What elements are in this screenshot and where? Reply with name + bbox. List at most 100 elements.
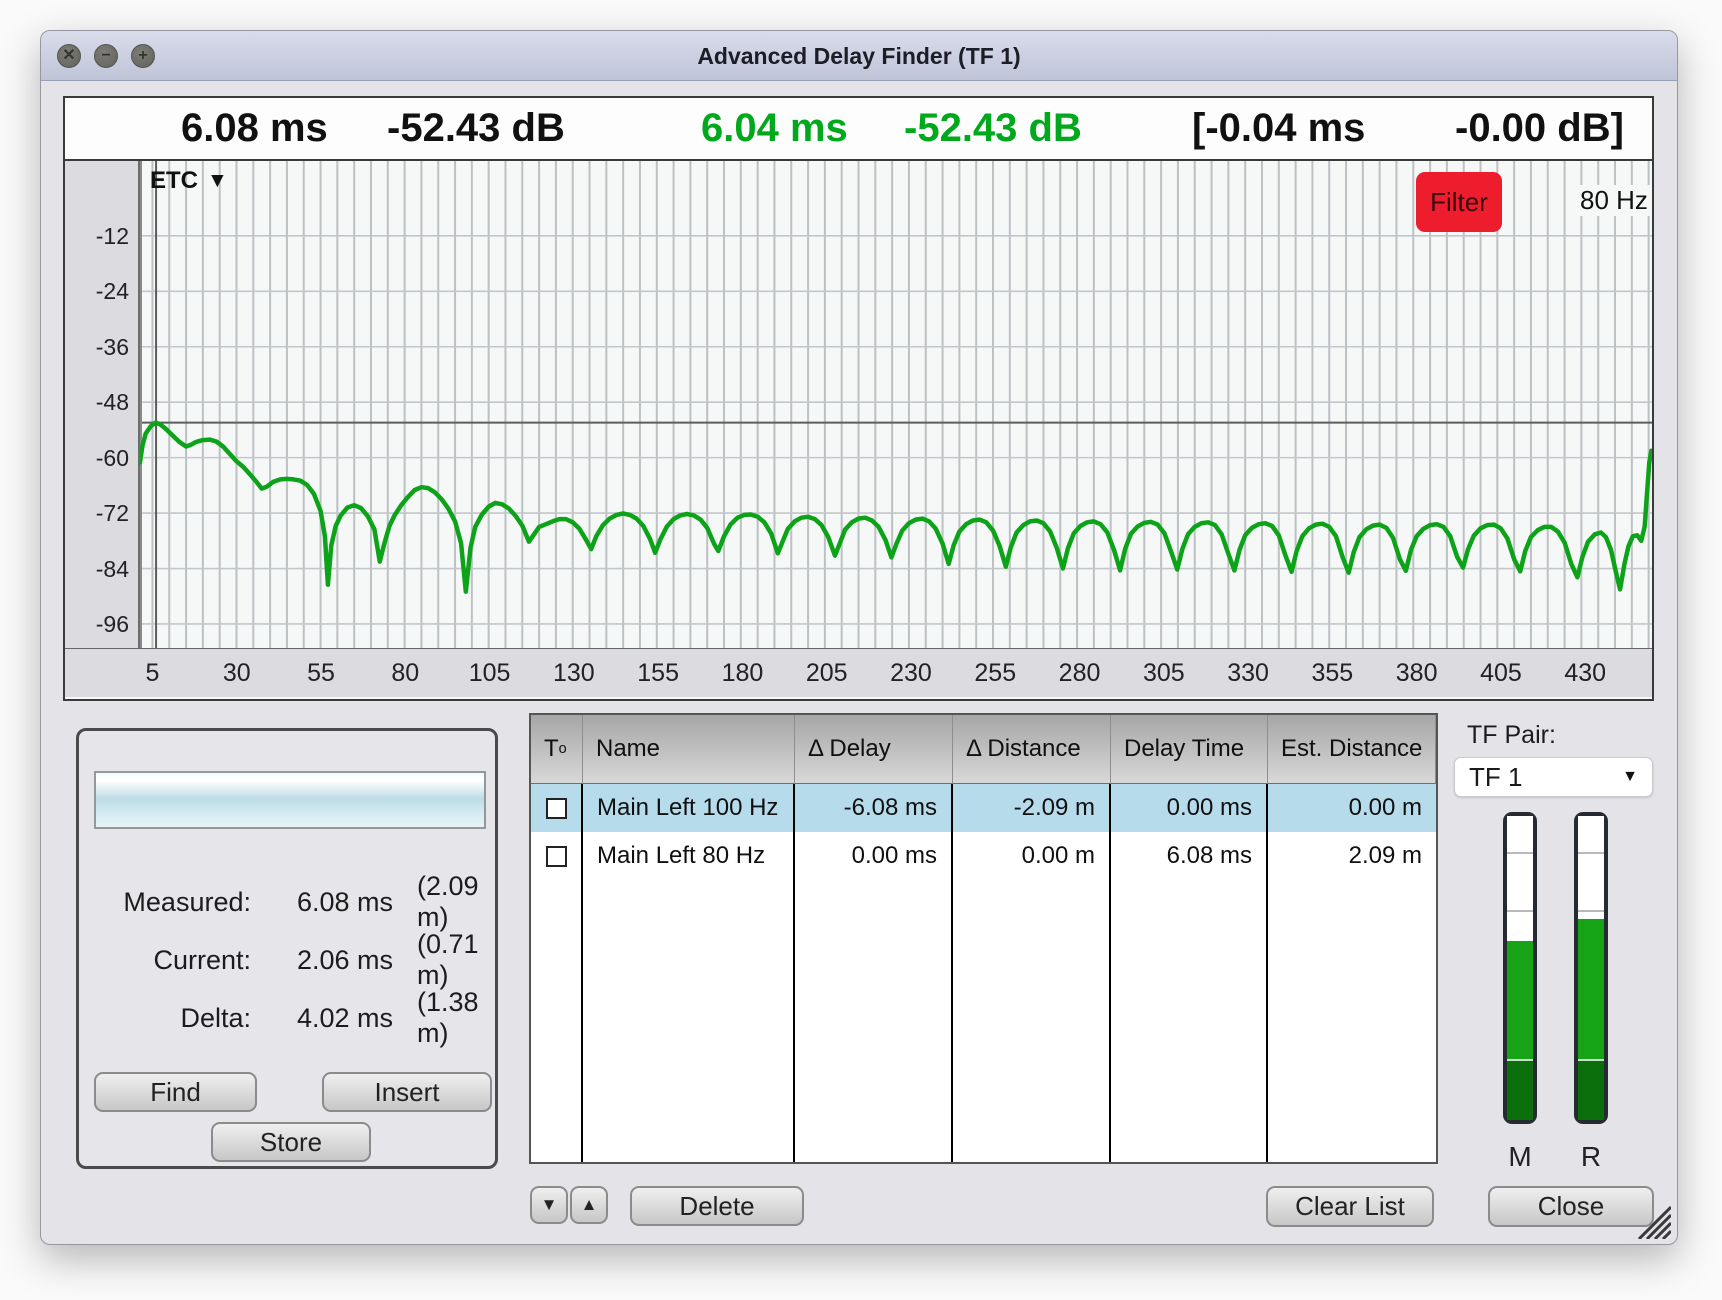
x-tick-label: 305 [1142, 659, 1185, 687]
table-header-delay-time[interactable]: Delay Time [1111, 715, 1268, 784]
move-up-button[interactable]: ▲ [570, 1186, 608, 1224]
delta-level-value: -0.00 dB] [1455, 106, 1624, 150]
table-cell-check [531, 880, 583, 1162]
x-tick-label: 330 [1227, 659, 1269, 687]
meter-dark-zone [1507, 1059, 1533, 1120]
app-window: ✕ − + Advanced Delay Finder (TF 1) 6.08 … [40, 30, 1678, 1245]
filter-frequency-label: 80 Hz [1576, 185, 1652, 216]
meter-dark-zone [1578, 1059, 1604, 1120]
clear-list-button[interactable]: Clear List [1266, 1186, 1434, 1227]
x-tick-label: 180 [721, 659, 764, 687]
stat-label: Current: [153, 944, 251, 975]
plot-mode-label: ETC [150, 167, 198, 194]
insert-button[interactable]: Insert [322, 1072, 492, 1112]
row-checkbox[interactable] [545, 797, 567, 819]
table-cell-check[interactable] [531, 784, 583, 832]
meter-m-label: M [1508, 1141, 1532, 1172]
table-filler [583, 880, 795, 1162]
dropdown-arrow-icon: ▼ [207, 169, 228, 192]
filter-button[interactable]: Filter [1416, 172, 1502, 232]
tf-pair-label: TF Pair: [1467, 721, 1556, 749]
x-tick-label: 155 [637, 659, 679, 687]
table-header-est-distance[interactable]: Est. Distance [1268, 715, 1436, 784]
stat-value: 2.06 ms [296, 944, 393, 975]
delay-finder-panel: Measured: 6.08 ms (2.09 m) Current: 2.06 ms (… [76, 728, 498, 1169]
table-cell[interactable]: 0.00 ms [795, 832, 953, 880]
x-tick-label: 55 [307, 659, 335, 687]
y-tick-label: -24 [95, 278, 129, 305]
stat-value: 6.08 ms [296, 886, 393, 917]
stat-value: 4.02 ms [296, 1002, 393, 1033]
x-tick-label: 105 [468, 659, 511, 687]
table-header--distance[interactable]: Δ Distance [953, 715, 1111, 784]
x-tick-label: 380 [1395, 659, 1438, 687]
table-header-name[interactable]: Name [583, 715, 795, 784]
stat-label: Delta: [180, 1002, 251, 1033]
chart-box: 6.08 ms -52.43 dB 6.04 ms -52.43 dB [-0.… [63, 96, 1654, 701]
table-filler [1111, 880, 1268, 1162]
stat-row-measured: Measured: 6.08 ms (2.09 m) [79, 871, 495, 932]
measurement-header: 6.08 ms -52.43 dB 6.04 ms -52.43 dB [-0.… [65, 98, 1652, 161]
stat-row-delta: Delta: 4.02 ms (1.38 m) [79, 987, 495, 1048]
etc-trace [140, 420, 1652, 594]
x-tick-label: 255 [974, 659, 1017, 687]
move-down-button[interactable]: ▼ [530, 1186, 568, 1224]
row-checkbox[interactable] [545, 845, 567, 867]
table-cell[interactable]: 0.00 m [953, 832, 1111, 880]
y-tick-label: -12 [95, 222, 129, 249]
x-tick-label: 280 [1058, 659, 1101, 687]
y-tick-label: -36 [95, 333, 129, 360]
table-cell-check[interactable] [531, 832, 583, 880]
delete-button[interactable]: Delete [630, 1186, 804, 1226]
level-meter-r [1574, 812, 1608, 1124]
progress-bar [94, 771, 486, 829]
meter-tick [1578, 852, 1604, 855]
y-tick-label: -84 [95, 555, 129, 582]
x-tick-label: 205 [805, 659, 848, 687]
meter-tick [1507, 852, 1533, 855]
y-axis: -12 -24 -36 -48 -60 -72 -84 -96 [65, 161, 140, 648]
table-cell[interactable]: 6.08 ms [1111, 832, 1268, 880]
meter-r-label: R [1580, 1141, 1602, 1172]
window-title: Advanced Delay Finder (TF 1) [697, 43, 1021, 69]
minimize-window-button[interactable]: − [94, 44, 118, 68]
table-cell[interactable]: 0.00 ms [1111, 784, 1268, 832]
titlebar[interactable]: ✕ − + Advanced Delay Finder (TF 1) [41, 31, 1677, 81]
y-tick-label: -60 [95, 444, 129, 471]
measured-delay-value: 6.08 ms [181, 106, 328, 150]
x-tick-label: 130 [553, 659, 595, 687]
resize-grip[interactable] [1631, 1199, 1671, 1239]
plot-mode-dropdown[interactable]: ETC ▼ [150, 167, 228, 195]
table-header--delay[interactable]: Δ Delay [795, 715, 953, 784]
close-window-button[interactable]: ✕ [57, 44, 81, 68]
found-level-value: -52.43 dB [904, 106, 1082, 150]
y-tick-label: -48 [95, 389, 129, 416]
meter-tick [1507, 910, 1533, 913]
table-filler [953, 880, 1111, 1162]
etc-plot[interactable]: ETC ▼ Filter 80 Hz [140, 161, 1652, 648]
stat-extra: (0.71 m) [417, 929, 479, 990]
table-filler [1268, 880, 1436, 1162]
close-button[interactable]: Close [1488, 1186, 1654, 1227]
table-cell[interactable]: -2.09 m [953, 784, 1111, 832]
level-meter-m [1503, 812, 1537, 1124]
tf-pair-select[interactable]: TF 1 ▼ [1454, 757, 1653, 797]
table-cell[interactable]: 0.00 m [1268, 784, 1436, 832]
store-button[interactable]: Store [211, 1122, 371, 1162]
find-button[interactable]: Find [94, 1072, 257, 1112]
found-delay-value: 6.04 ms [701, 106, 848, 150]
table-cell[interactable]: -6.08 ms [795, 784, 953, 832]
stat-label: Measured: [123, 886, 251, 917]
zoom-window-button[interactable]: + [131, 44, 155, 68]
table-filler [795, 880, 953, 1162]
table-cell[interactable]: 2.09 m [1348, 842, 1422, 869]
table-cell[interactable]: Main Left 80 Hz [583, 832, 795, 880]
table-cell[interactable]: Main Left 100 Hz [583, 784, 795, 832]
x-tick-label: 80 [391, 659, 420, 687]
window-controls: ✕ − + [57, 44, 155, 68]
stat-extra: (1.38 m) [417, 987, 479, 1048]
x-tick-label: 230 [890, 659, 932, 687]
x-tick-label: 30 [222, 659, 251, 687]
